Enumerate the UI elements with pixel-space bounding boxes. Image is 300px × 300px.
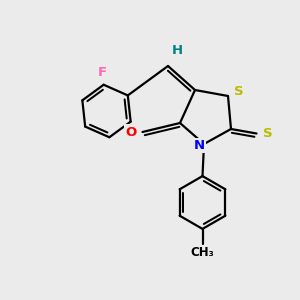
Text: N: N — [194, 139, 205, 152]
Text: CH₃: CH₃ — [190, 246, 214, 260]
Text: H: H — [171, 44, 183, 58]
Text: F: F — [98, 66, 107, 79]
Text: S: S — [263, 127, 273, 140]
Text: O: O — [125, 125, 137, 139]
Text: S: S — [234, 85, 243, 98]
